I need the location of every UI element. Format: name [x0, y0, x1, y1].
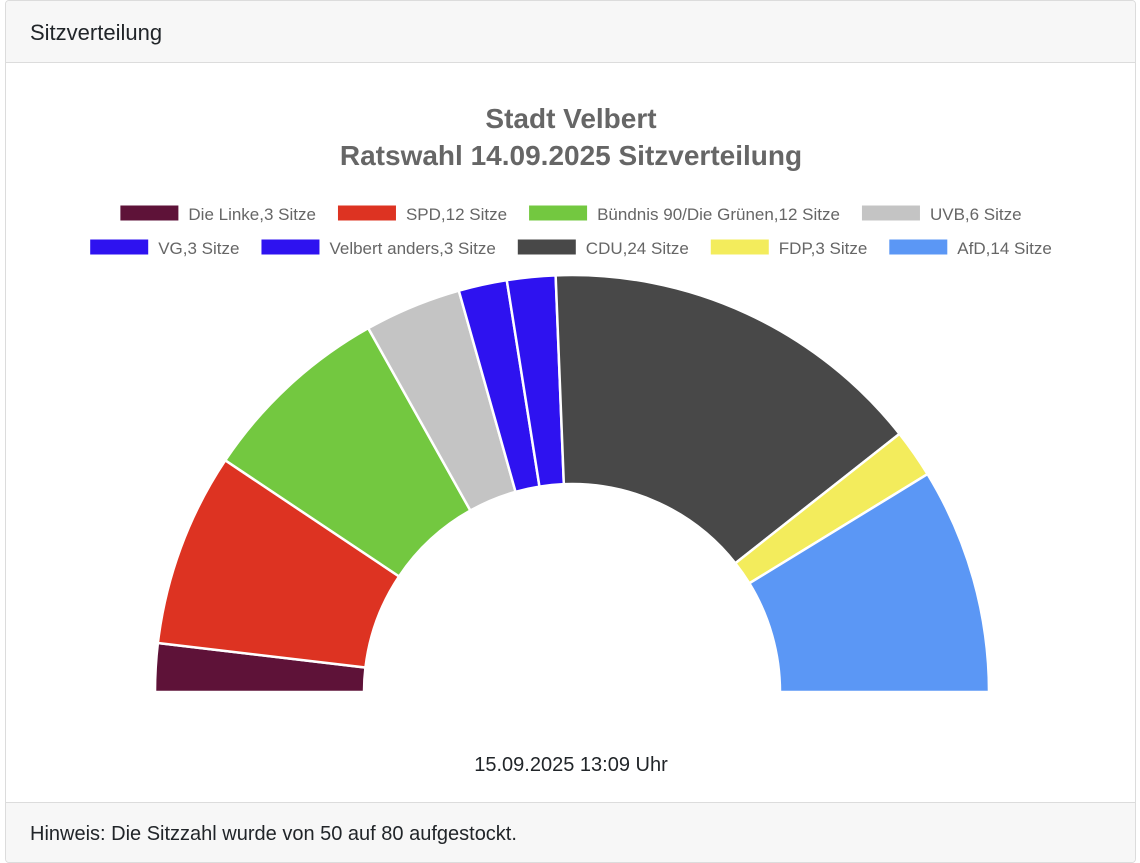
legend-swatch-spd[interactable] [337, 205, 396, 221]
legend-label-velbert-anders[interactable]: Velbert anders,3 Sitze [329, 239, 495, 258]
chart-title-line-1: Stadt Velbert [485, 103, 656, 134]
chart-title-line-2: Ratswahl 14.09.2025 Sitzverteilung [340, 140, 802, 171]
legend-swatch-cdu[interactable] [517, 239, 576, 255]
slice-afd[interactable] [747, 472, 991, 694]
seat-distribution-card: Sitzverteilung Stadt Velbert Ratswahl 14… [5, 0, 1136, 863]
legend-label-fdp[interactable]: FDP,3 Sitze [779, 239, 868, 258]
chart-legend: Die Linke,3 Sitze SPD,12 Sitze Bündnis 90/… [90, 205, 1052, 258]
seat-distribution-chart: Stadt Velbert Ratswahl 14.09.2025 Sitzve… [90, 103, 1052, 776]
legend-label-b-ndnis-90-die-gr-nen[interactable]: Bündnis 90/Die Grünen,12 Sitze [597, 205, 840, 224]
legend-swatch-die-linke[interactable] [120, 205, 179, 221]
legend-label-afd[interactable]: AfD,14 Sitze [957, 239, 1052, 258]
slice-cdu[interactable] [554, 273, 902, 565]
legend-label-vg[interactable]: VG,3 Sitze [158, 239, 239, 258]
legend-swatch-velbert-anders[interactable] [261, 239, 320, 255]
legend-swatch-uvb[interactable] [861, 205, 920, 221]
legend-label-cdu[interactable]: CDU,24 Sitze [586, 239, 689, 258]
legend-label-die-linke[interactable]: Die Linke,3 Sitze [188, 205, 316, 224]
card-header: Sitzverteilung [6, 1, 1135, 63]
legend-label-spd[interactable]: SPD,12 Sitze [406, 205, 507, 224]
legend-swatch-afd[interactable] [889, 239, 948, 255]
legend-swatch-vg[interactable] [90, 239, 149, 255]
legend-swatch-b-ndnis-90-die-gr-nen[interactable] [529, 205, 588, 221]
card-footer: Hinweis: Die Sitzzahl wurde von 50 auf 8… [6, 802, 1135, 862]
legend-label-uvb[interactable]: UVB,6 Sitze [930, 205, 1022, 224]
footer-note: Hinweis: Die Sitzzahl wurde von 50 auf 8… [30, 823, 517, 845]
legend-swatch-fdp[interactable] [710, 239, 769, 255]
chart-timestamp: 15.09.2025 13:09 Uhr [474, 754, 668, 776]
card-title: Sitzverteilung [30, 20, 163, 45]
chart-slices [153, 273, 991, 694]
